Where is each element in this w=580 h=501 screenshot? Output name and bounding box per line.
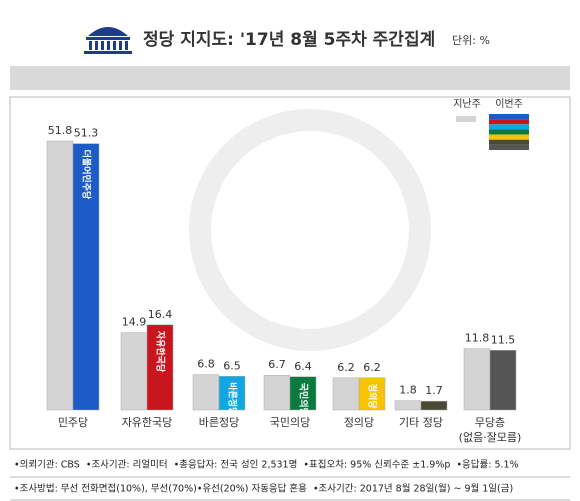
value-label: 6.2: [363, 361, 381, 374]
value-label: 11.5: [491, 333, 516, 346]
x-tick-label: 무당층 (없음·잘모름): [459, 416, 522, 444]
value-label: 1.8: [399, 384, 417, 397]
legend-swatch: [489, 119, 529, 125]
bar-logo-label: 자유한국당: [155, 331, 167, 373]
bar: [72, 143, 100, 411]
legend-swatch: [489, 139, 529, 145]
bar: [358, 377, 386, 411]
x-tick-label-line: (없음·잘모름): [459, 431, 522, 444]
bar: [218, 376, 246, 411]
x-tick-label: 기타 정당: [399, 416, 443, 429]
x-tick-label: 자유한국당: [122, 416, 173, 429]
legend-swatch: [489, 124, 529, 130]
bar: [420, 400, 448, 411]
header-band: [10, 66, 570, 90]
footnote: •조사방법: 무선 전화면접(10%), 무선(70%)•유선(20%) 자동응…: [14, 483, 513, 495]
legend-swatch: [489, 134, 529, 140]
x-tick-label-line: 정의당: [344, 416, 374, 429]
bar: [146, 324, 174, 411]
legend-label: 지난주: [453, 98, 481, 110]
legend-swatch: [489, 144, 529, 150]
bar: [394, 400, 422, 411]
value-label: 51.3: [74, 127, 99, 140]
unit-label: 단위: %: [452, 34, 490, 47]
chart-title: 정당 지지도: '17년 8월 5주차 주간집계: [143, 30, 435, 50]
value-label: 6.5: [223, 359, 241, 372]
legend-label: 이번주: [495, 98, 523, 110]
x-tick-label-line: 바른정당: [199, 416, 239, 429]
bar-logo-label: 바른정당: [227, 382, 239, 416]
value-label: 6.8: [197, 358, 215, 371]
bar-logo-label: 정의당: [367, 384, 379, 410]
bar: [289, 376, 317, 411]
value-label: 11.8: [465, 332, 490, 345]
legend-swatch: [489, 114, 529, 120]
value-label: 16.4: [148, 308, 173, 321]
value-label: 6.4: [294, 360, 312, 373]
watermark: [189, 109, 431, 351]
x-tick-label-line: 민주당: [58, 416, 88, 429]
x-tick-label: 민주당: [58, 416, 88, 429]
chart-frame: [9, 96, 571, 450]
logo-icon: [84, 27, 132, 54]
bar: [46, 140, 74, 411]
value-label: 14.9: [122, 316, 147, 329]
x-tick-label: 바른정당: [199, 416, 239, 429]
legend-swatch: [456, 116, 476, 122]
bar: [120, 332, 148, 411]
x-tick-label: 국민의당: [270, 416, 310, 429]
bar: [263, 374, 291, 411]
x-tick-label-line: 자유한국당: [122, 416, 173, 429]
bar-logo-label: 국민의당: [298, 383, 310, 417]
x-tick-label-line: 국민의당: [270, 416, 310, 429]
bar: [192, 374, 220, 411]
footnote: •의뢰기관: CBS •조사기관: 리얼미터 •총응답자: 전국 성인 2,53…: [14, 459, 519, 471]
legend-swatch: [489, 129, 529, 135]
bar: [489, 350, 517, 411]
bar-logo-label: 더불어민주당: [81, 150, 93, 200]
value-label: 6.7: [268, 358, 286, 371]
bar: [463, 348, 491, 411]
value-label: 1.7: [425, 384, 443, 397]
value-label: 6.2: [337, 361, 355, 374]
x-tick-label: 정의당: [344, 416, 374, 429]
value-label: 51.8: [48, 124, 73, 137]
x-tick-label-line: 무당층: [475, 416, 505, 429]
x-tick-label-line: 기타 정당: [399, 416, 443, 429]
bar: [332, 377, 360, 411]
